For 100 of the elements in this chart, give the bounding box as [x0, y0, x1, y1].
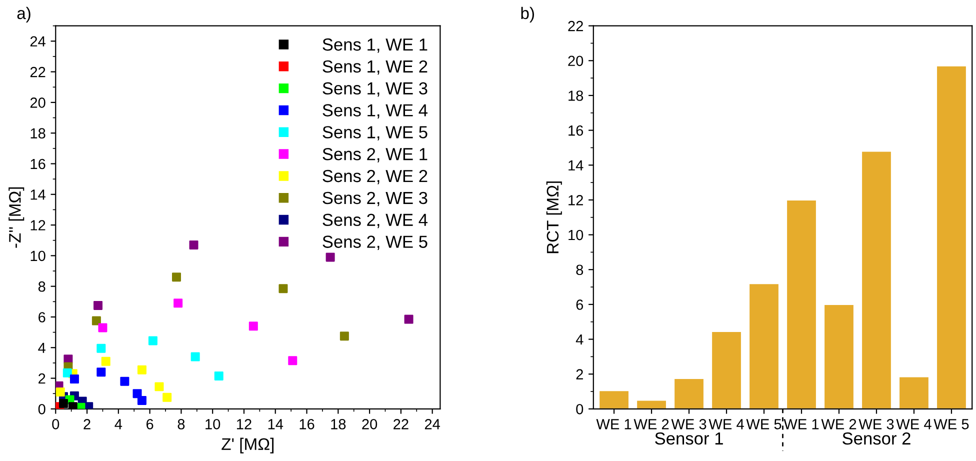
- y-tick-label: 2: [38, 373, 46, 384]
- y-tick-label: 0: [576, 404, 584, 414]
- point: [288, 356, 298, 366]
- bar: [636, 400, 668, 409]
- legend-label: Sens 2, WE 1: [322, 148, 428, 162]
- point: [120, 376, 130, 386]
- y-tick-label: 24: [30, 36, 46, 46]
- point: [172, 272, 181, 282]
- x-tick-label: 18: [331, 419, 346, 430]
- y-tick-label: 0: [38, 404, 46, 414]
- point: [214, 371, 224, 380]
- y-axis-title: RCT [MΩ]: [546, 181, 562, 254]
- point: [70, 374, 79, 384]
- y-tick-label: 22: [30, 66, 46, 78]
- point: [154, 382, 164, 392]
- bar: [898, 376, 930, 409]
- bar: [710, 330, 742, 409]
- x-tick-label: 4: [114, 419, 122, 430]
- x-tick-label: WE 3: [671, 419, 706, 430]
- bar: [673, 378, 705, 409]
- legend-label: Sens 2, WE 2: [322, 170, 428, 184]
- y-tick-label: 12: [568, 195, 583, 206]
- x-axis-title: Z' [MΩ]: [222, 438, 274, 454]
- x-tick-label: 20: [362, 419, 378, 430]
- bar: [860, 150, 892, 409]
- x-tick-label: 10: [206, 419, 220, 430]
- y-tick-label: 4: [576, 334, 584, 345]
- point: [278, 284, 288, 294]
- x-tick-label: WE 2: [821, 419, 856, 430]
- bar: [936, 65, 968, 409]
- x-tick-label: WE 5: [746, 419, 782, 430]
- y-tick-label: 18: [30, 128, 46, 139]
- legend-label: Sens 2, WE 3: [322, 192, 428, 206]
- y-tick-label: 20: [30, 98, 46, 108]
- x-tick-label: 16: [300, 419, 314, 430]
- y-tick-label: 6: [576, 300, 584, 310]
- point: [174, 298, 183, 308]
- y-tick-label: 8: [576, 264, 584, 276]
- x-tick-label: WE 1: [596, 419, 632, 430]
- legend-label: Sens 2, WE 5: [322, 236, 428, 250]
- point: [248, 322, 258, 331]
- point: [96, 368, 106, 377]
- point: [148, 336, 158, 346]
- x-tick-label: 2: [84, 419, 90, 430]
- x-tick-label: 24: [424, 419, 440, 430]
- point: [56, 388, 65, 397]
- text: Sensor 2: [842, 432, 910, 445]
- y-tick-label: 10: [568, 230, 584, 240]
- y-tick-label: 12: [30, 220, 46, 230]
- chart-title: b): [521, 6, 534, 22]
- x-tick-label: WE 5: [934, 419, 969, 430]
- point: [98, 323, 108, 332]
- y-tick-label: 2: [576, 369, 583, 380]
- legend-label: Sens 2, WE 4: [322, 214, 428, 228]
- bar: [598, 390, 630, 409]
- y-tick-label: 14: [30, 190, 46, 200]
- point: [96, 344, 106, 353]
- x-tick-label: 0: [52, 419, 60, 430]
- point: [189, 240, 198, 250]
- x-tick-label: 8: [178, 419, 185, 430]
- y-tick-label: 18: [568, 90, 584, 101]
- bar: [748, 282, 780, 409]
- point: [101, 356, 110, 366]
- y-tick-label: 4: [38, 342, 46, 353]
- point: [404, 314, 414, 324]
- point: [94, 300, 103, 310]
- point: [162, 392, 172, 402]
- y-tick-label: 20: [568, 56, 584, 66]
- x-tick-label: WE 3: [858, 419, 894, 430]
- y-tick-label: 16: [568, 125, 584, 136]
- legend-label: Sens 1, WE 4: [322, 104, 428, 119]
- x-tick-label: 22: [394, 419, 408, 430]
- point: [137, 365, 146, 374]
- x-tick-label: WE 2: [634, 419, 669, 430]
- bar: [823, 304, 855, 409]
- point: [92, 316, 101, 326]
- y-tick-label: 16: [30, 158, 46, 170]
- x-tick-label: WE 4: [896, 419, 932, 430]
- x-tick-label: 12: [236, 419, 252, 430]
- x-tick-label: WE 1: [784, 419, 819, 430]
- point: [137, 396, 146, 405]
- y-tick-label: 22: [568, 20, 583, 32]
- chart-title: a): [17, 6, 30, 22]
- legend-label: Sens 1, WE 1: [322, 38, 428, 53]
- point: [190, 352, 200, 362]
- x-tick-label: 6: [146, 419, 154, 430]
- point: [58, 399, 68, 408]
- y-axis-title: -Z'' [MΩ]: [8, 187, 24, 248]
- point: [64, 354, 73, 364]
- legend-label: Sens 1, WE 2: [322, 60, 428, 75]
- y-tick-label: 6: [38, 312, 46, 322]
- point: [62, 368, 72, 378]
- legend-label: Sens 1, WE 5: [322, 126, 428, 140]
- y-tick-label: 14: [568, 160, 584, 170]
- point: [326, 252, 335, 262]
- legend-label: Sens 1, WE 3: [322, 82, 428, 97]
- text: Sensor 1: [655, 432, 723, 445]
- y-tick-label: 8: [38, 281, 46, 292]
- point: [68, 402, 78, 409]
- x-tick-label: WE 4: [708, 419, 744, 430]
